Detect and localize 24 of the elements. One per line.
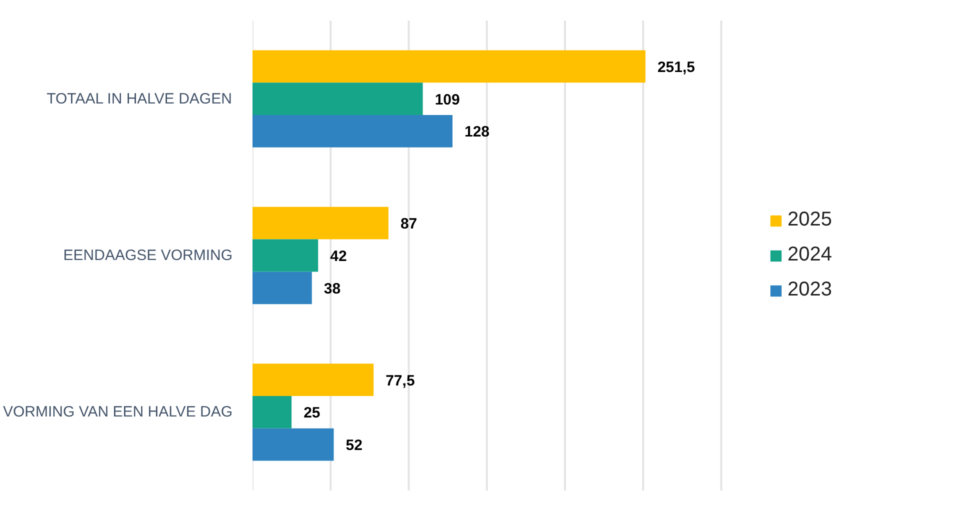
bar (252, 272, 312, 304)
data-label: 77,5 (386, 372, 415, 390)
data-label: 109 (434, 91, 460, 108)
data-label: 52 (346, 437, 362, 454)
bar (252, 396, 292, 428)
data-label: 128 (464, 124, 490, 141)
y-tick-label: VORMING VAN EEN HALVE DAG (3, 404, 233, 421)
data-label: 251,5 (657, 58, 696, 76)
y-tick-label: TOTAAL IN HALVE DAGEN (46, 90, 232, 108)
data-label: 87 (400, 216, 418, 233)
bar (252, 428, 334, 461)
bar (252, 50, 646, 83)
data-label: 25 (304, 404, 320, 422)
y-tick-label: EENDAAGSE VORMING (63, 247, 233, 264)
bar (252, 364, 374, 396)
data-label: 38 (324, 280, 341, 298)
bar (252, 82, 423, 116)
legend-label: 2024 (788, 244, 832, 266)
bar (252, 206, 388, 240)
legend-label: 2023 (788, 278, 832, 302)
bar (252, 115, 452, 148)
bar (252, 239, 318, 272)
legend-label: 2025 (788, 208, 832, 232)
data-label: 42 (330, 248, 347, 265)
